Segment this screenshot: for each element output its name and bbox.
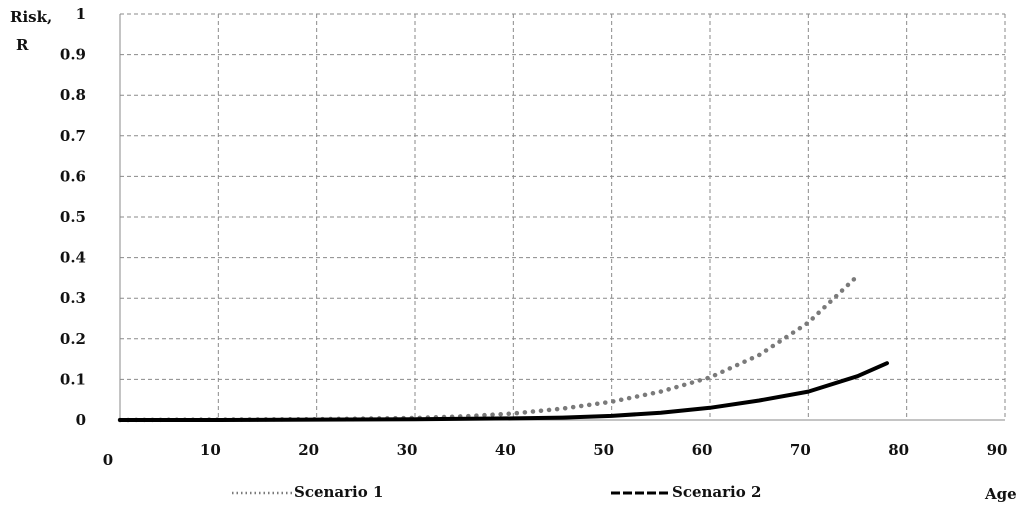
legend-label-scenario-2: Scenario 2 — [672, 483, 761, 501]
y-tick-label: 0.3 — [60, 289, 86, 307]
y-tick-label: 1 — [76, 5, 86, 23]
x-tick-label: 0 — [103, 451, 113, 469]
y-tick-label: 0.8 — [60, 86, 86, 104]
y-axis-label-line2: R — [16, 36, 29, 54]
x-tick-labels: 0 10 20 30 40 50 60 70 80 90 — [103, 441, 1008, 469]
legend: Scenario 1 Scenario 2 — [232, 483, 761, 501]
x-tick-label: 30 — [397, 441, 418, 459]
y-tick-label: 0.2 — [60, 330, 86, 348]
y-tick-label: 0.7 — [60, 127, 86, 145]
y-tick-label: 0.4 — [60, 249, 86, 267]
x-tick-label: 90 — [987, 441, 1008, 459]
y-tick-label: 0 — [76, 411, 86, 429]
x-tick-label: 70 — [790, 441, 811, 459]
y-tick-label: 0.9 — [60, 46, 86, 64]
y-axis-label-line1: Risk, — [10, 8, 52, 26]
y-tick-label: 0.6 — [60, 167, 86, 185]
y-tick-label: 0.5 — [60, 208, 86, 226]
x-tick-label: 80 — [888, 441, 909, 459]
grid — [119, 13, 1006, 421]
x-tick-label: 50 — [593, 441, 614, 459]
x-tick-label: 10 — [200, 441, 221, 459]
y-tick-label: 0.1 — [60, 370, 86, 388]
x-axis-label: Age — [984, 485, 1017, 503]
x-tick-label: 40 — [495, 441, 516, 459]
series-line-2 — [118, 361, 889, 422]
y-tick-labels: 0 0.1 0.2 0.3 0.4 0.5 0.6 0.7 0.8 0.9 1 — [60, 5, 86, 429]
x-tick-label: 20 — [298, 441, 319, 459]
series-line-1 — [117, 273, 860, 423]
series-layer — [117, 273, 889, 423]
legend-label-scenario-1: Scenario 1 — [294, 483, 383, 501]
x-tick-label: 60 — [692, 441, 713, 459]
